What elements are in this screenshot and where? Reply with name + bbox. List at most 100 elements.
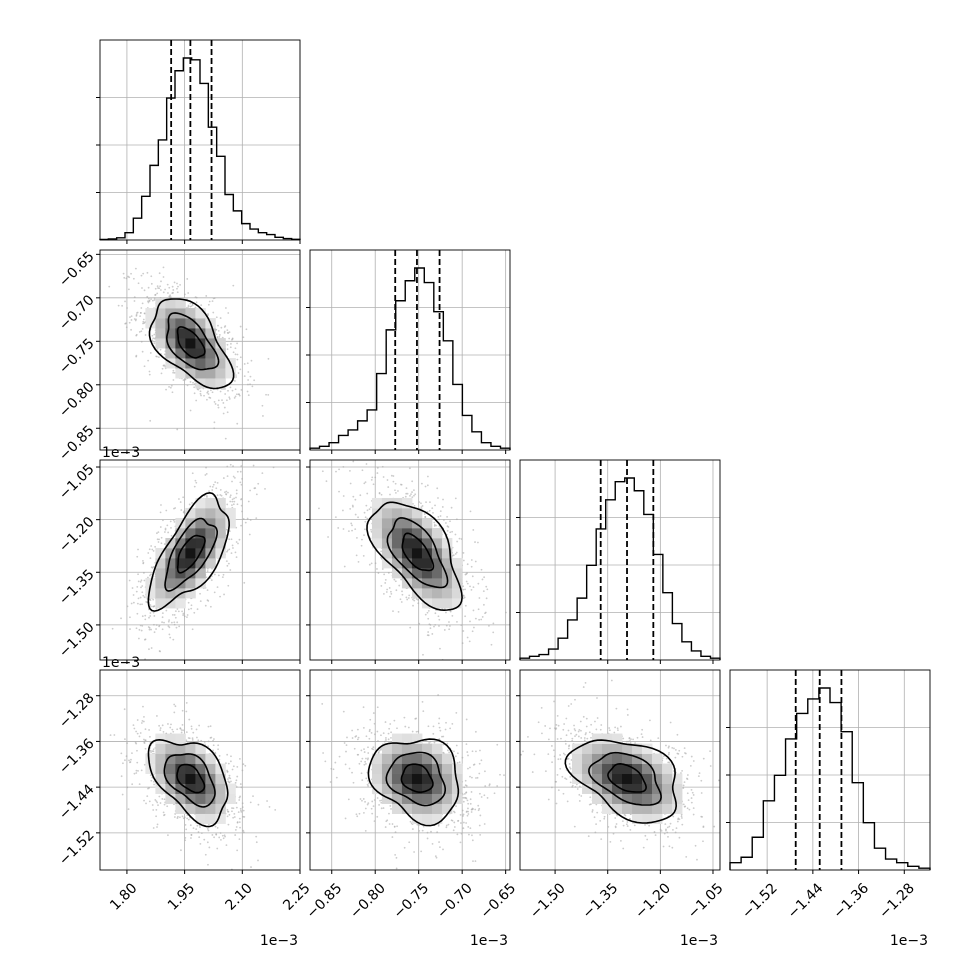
density-cell — [155, 318, 166, 329]
density-cell — [175, 338, 186, 349]
sample-point — [141, 591, 144, 594]
density-cell — [155, 338, 166, 349]
sample-point — [170, 526, 172, 529]
sample-point — [214, 481, 217, 484]
sample-point — [448, 621, 450, 623]
sample-point — [167, 834, 169, 837]
density-cell — [165, 763, 176, 774]
density-cell — [225, 507, 236, 519]
sample-point — [135, 334, 138, 337]
sample-point — [236, 342, 238, 345]
sample-point — [217, 748, 219, 751]
sample-point — [234, 781, 237, 784]
density-cell — [175, 298, 186, 309]
sample-point — [150, 647, 153, 649]
sample-point — [207, 740, 210, 743]
sample-point — [143, 742, 146, 745]
density-cell — [421, 547, 433, 559]
sample-point — [388, 727, 391, 730]
sample-point — [156, 532, 158, 535]
sample-point — [479, 749, 481, 752]
density-cell — [145, 587, 156, 599]
sample-point — [151, 548, 154, 551]
sample-point — [449, 727, 452, 730]
sample-point — [417, 602, 420, 605]
sample-point — [351, 529, 353, 532]
sample-point — [399, 598, 402, 601]
sample-point — [151, 299, 154, 302]
sample-point — [174, 616, 177, 619]
sample-point — [426, 484, 429, 487]
sample-point — [153, 299, 156, 301]
sample-point — [124, 322, 127, 325]
sample-point — [170, 723, 172, 726]
sample-point — [184, 378, 187, 381]
sample-point — [383, 573, 386, 576]
sample-point — [408, 594, 411, 597]
sample-point — [149, 749, 152, 752]
sample-point — [148, 628, 151, 631]
sample-point — [158, 538, 160, 541]
sample-point — [106, 683, 108, 685]
sample-point — [238, 394, 241, 397]
sample-point — [173, 621, 176, 624]
sample-point — [136, 761, 139, 764]
sample-point — [159, 285, 162, 288]
sample-point — [143, 596, 146, 599]
histogram-step-2 — [519, 477, 721, 660]
sample-point — [233, 497, 236, 500]
density-cell — [215, 358, 226, 369]
sample-point — [141, 327, 144, 330]
sample-point — [242, 336, 245, 339]
density-cell — [215, 537, 226, 549]
sample-point — [376, 568, 378, 570]
sample-point — [239, 807, 242, 810]
sample-point — [409, 626, 412, 629]
sample-point — [400, 601, 403, 603]
sample-point — [207, 725, 210, 728]
contour-2-0-2 — [147, 491, 231, 612]
sample-point — [155, 800, 158, 803]
density-cell — [185, 793, 196, 804]
sample-point — [228, 398, 231, 400]
density-cell — [431, 597, 443, 609]
sample-point — [137, 770, 139, 772]
sample-point — [458, 537, 461, 540]
sample-point — [360, 544, 363, 547]
sample-point — [126, 307, 128, 309]
sample-point — [411, 480, 414, 483]
sample-point — [235, 826, 238, 828]
sample-point — [472, 529, 475, 531]
contour-1-0-0 — [176, 326, 206, 359]
sample-point — [158, 650, 161, 652]
sample-point — [420, 850, 423, 853]
density-cell — [391, 527, 403, 539]
sample-point — [226, 808, 229, 811]
sample-point — [162, 266, 165, 269]
density-cell — [421, 537, 433, 549]
sample-point — [184, 823, 187, 826]
sample-point — [449, 531, 452, 534]
sample-point — [389, 595, 391, 598]
sample-point — [361, 469, 364, 472]
sample-point — [363, 528, 366, 531]
sample-point — [370, 807, 373, 810]
sample-point — [203, 741, 206, 743]
sample-point — [394, 482, 397, 485]
sample-point — [113, 734, 116, 736]
sample-point — [442, 498, 444, 501]
sample-point — [372, 483, 375, 486]
density-cell — [215, 517, 226, 529]
sample-point — [380, 801, 383, 804]
sample-point — [429, 501, 431, 504]
sample-point — [364, 481, 367, 484]
sample-point — [235, 393, 238, 396]
sample-point — [135, 590, 138, 593]
density-cell — [205, 348, 216, 359]
sample-point — [234, 388, 237, 391]
sample-point — [365, 463, 368, 465]
sample-point — [143, 799, 145, 802]
sample-point — [152, 780, 155, 783]
sample-point — [251, 385, 254, 388]
sample-point — [342, 495, 345, 497]
